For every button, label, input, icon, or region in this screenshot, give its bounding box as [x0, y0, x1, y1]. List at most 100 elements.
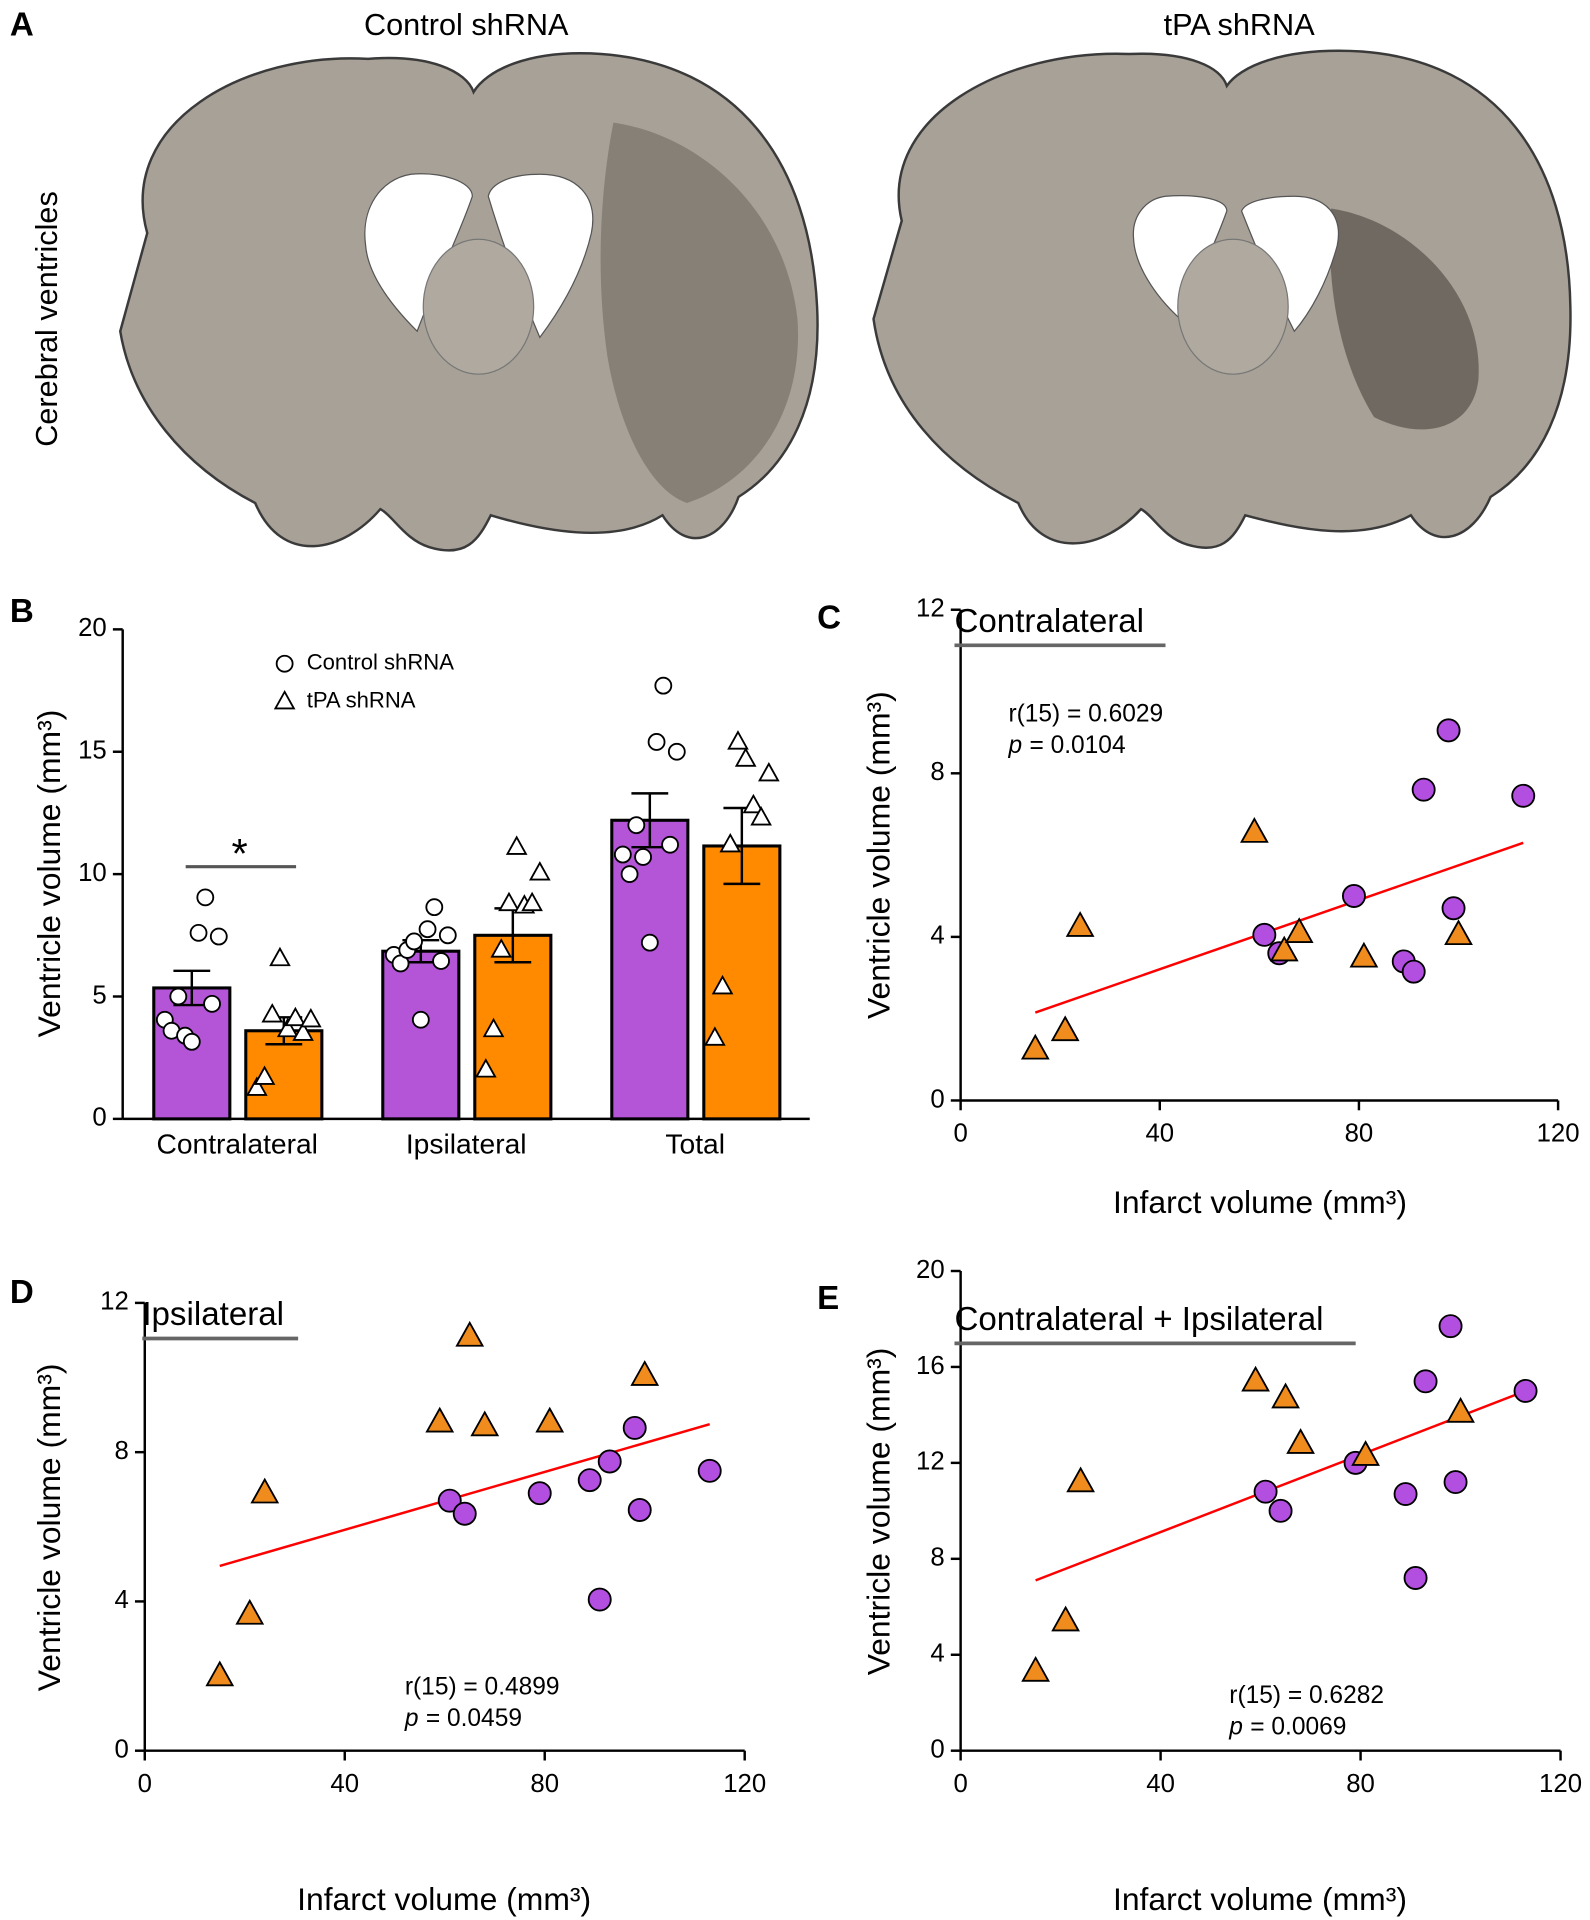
x-tick-label: 0: [953, 1120, 967, 1148]
point: [647, 733, 666, 751]
point: [727, 730, 749, 750]
point: [203, 994, 221, 1013]
point: [284, 1006, 307, 1027]
x-tick-label: 120: [1539, 1770, 1582, 1798]
p-symbol: p: [404, 1706, 419, 1733]
point: [587, 1587, 612, 1612]
point: [1286, 1428, 1315, 1454]
point: [1065, 911, 1095, 937]
y-tick-label: 4: [114, 1586, 128, 1614]
point: [1441, 896, 1466, 921]
y-tick-label: 8: [114, 1437, 128, 1465]
y-tick-label: 0: [114, 1736, 128, 1764]
stat-p: p = 0.0104: [1007, 733, 1125, 760]
stat-r: r(15) = 0.6029: [1008, 701, 1163, 728]
point: [1349, 941, 1379, 968]
y-tick-label: 15: [78, 737, 107, 765]
x-tick-label: Contralateral: [156, 1127, 317, 1159]
point: [704, 1026, 726, 1046]
point: [475, 1058, 497, 1078]
point: [758, 761, 780, 782]
stat-r: r(15) = 0.4899: [405, 1674, 560, 1701]
point: [634, 848, 652, 866]
point: [1444, 919, 1473, 946]
point: [535, 1406, 565, 1433]
y-tick-label: 12: [916, 595, 945, 623]
point: [597, 1449, 622, 1474]
p-symbol: p: [1228, 1714, 1243, 1741]
point: [169, 987, 188, 1006]
x-tick-label: 80: [530, 1770, 559, 1798]
bar: [473, 933, 553, 1121]
lesion: [1329, 208, 1479, 430]
x-tick-label: 80: [1345, 1120, 1374, 1148]
point: [620, 865, 639, 884]
point: [640, 933, 659, 952]
point: [577, 1468, 602, 1493]
y-tick-label: 8: [930, 1544, 944, 1572]
point: [235, 1598, 265, 1625]
brain-section-control: [118, 52, 819, 552]
y-axis-label: Ventricle volume (mm³): [860, 691, 896, 1019]
point: [630, 1360, 660, 1386]
point: [1241, 1365, 1270, 1392]
point: [1446, 1396, 1475, 1423]
point: [1066, 1466, 1095, 1493]
point: [613, 845, 632, 864]
point: [411, 1010, 430, 1029]
point: [1253, 1479, 1278, 1504]
y-axis-label: Ventricle volume (mm³): [31, 710, 67, 1038]
point: [1438, 1314, 1463, 1339]
point: [437, 1488, 462, 1513]
point: [627, 816, 646, 835]
point: [1269, 935, 1299, 962]
point: [734, 747, 757, 767]
point: [750, 806, 772, 826]
legend-label: tPA shRNA: [307, 688, 416, 713]
point: [425, 898, 444, 917]
stat-p: p = 0.0459: [404, 1706, 522, 1733]
point: [742, 793, 765, 814]
image-title: Control shRNA: [364, 8, 569, 42]
x-tick-label: Total: [665, 1127, 725, 1159]
point: [418, 920, 437, 939]
point: [205, 1660, 235, 1687]
point: [253, 1065, 276, 1085]
row-label: Cerebral ventricles: [30, 191, 64, 447]
point: [1436, 718, 1461, 743]
point: [1252, 922, 1277, 947]
ventricle: [364, 173, 473, 333]
point: [1443, 1470, 1468, 1495]
point: [654, 676, 673, 695]
p-symbol: p: [1007, 733, 1022, 760]
point: [711, 974, 734, 995]
point: [1411, 777, 1436, 802]
point: [1020, 1033, 1050, 1060]
point: [498, 891, 520, 912]
y-tick-label: 5: [92, 981, 106, 1009]
point: [1403, 1566, 1428, 1590]
point: [1413, 1369, 1438, 1394]
point: [1351, 1440, 1380, 1466]
x-tick-label: 80: [1346, 1770, 1375, 1798]
legend-marker: [273, 689, 296, 710]
point: [505, 835, 528, 855]
point: [521, 891, 543, 912]
point: [661, 835, 679, 854]
fit-line: [1034, 841, 1524, 1014]
point: [719, 832, 742, 853]
point: [189, 923, 208, 942]
y-tick-label: 16: [916, 1352, 945, 1380]
y-tick-label: 4: [930, 922, 944, 950]
point: [1401, 959, 1426, 984]
point: [627, 1498, 652, 1522]
x-tick-label: 40: [330, 1770, 359, 1798]
point: [1284, 917, 1314, 943]
point: [425, 1406, 455, 1433]
brain-section-tpa: [872, 49, 1572, 550]
y-tick-label: 20: [916, 1256, 945, 1284]
y-tick-label: 12: [916, 1448, 945, 1476]
y-tick-label: 4: [930, 1640, 944, 1668]
y-tick-label: 10: [78, 859, 107, 887]
